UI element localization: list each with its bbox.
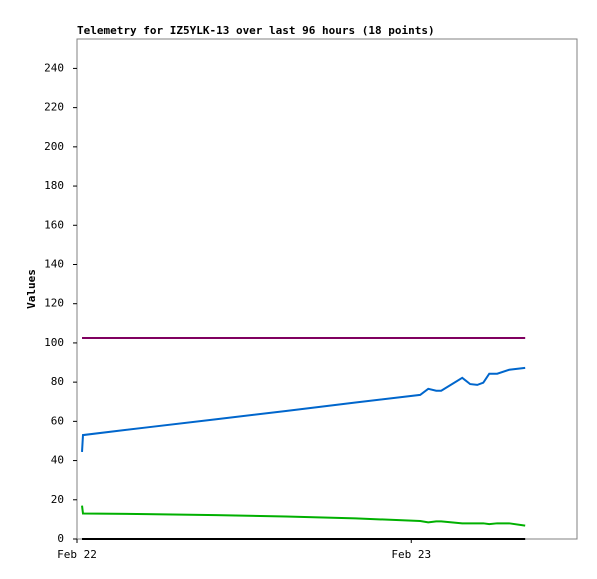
y-tick-label: 220: [44, 101, 64, 114]
y-tick-label: 200: [44, 140, 64, 153]
y-axis-label: Values: [25, 269, 38, 309]
plot-frame: [76, 38, 578, 540]
y-tick-label: 180: [44, 179, 64, 192]
y-tick-label: 160: [44, 218, 64, 231]
x-tick-label: Feb 23: [391, 548, 431, 561]
y-tick-label: 140: [44, 257, 64, 270]
y-tick-label: 20: [51, 493, 64, 506]
x-tick-label: Feb 22: [57, 548, 97, 561]
y-tick-label: 0: [57, 532, 64, 545]
y-tick-label: 120: [44, 297, 64, 310]
chart-title: Telemetry for IZ5YLK-13 over last 96 hou…: [77, 24, 435, 37]
y-tick-label: 40: [51, 454, 64, 467]
y-tick-label: 100: [44, 336, 64, 349]
y-tick-label: 60: [51, 414, 64, 427]
series-line: [81, 366, 526, 452]
series-line: [81, 505, 526, 527]
y-tick-label: 80: [51, 375, 64, 388]
y-tick-label: 240: [44, 61, 64, 74]
